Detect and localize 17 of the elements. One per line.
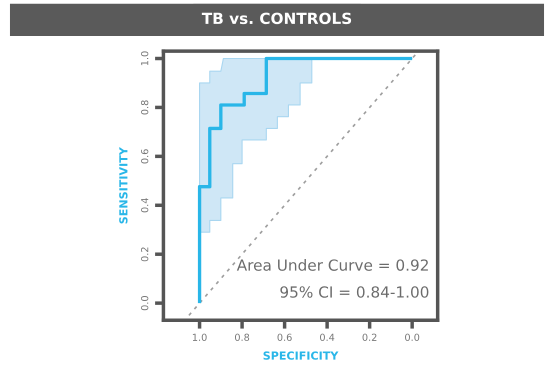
x-tick-label: 0.0 xyxy=(405,334,420,341)
x-tick-label: 0.2 xyxy=(362,334,376,341)
y-tick-label: 0.0 xyxy=(141,296,148,310)
y-axis-title: SENSITIVITY xyxy=(119,147,128,224)
x-axis-title: SPECIFICITY xyxy=(264,351,338,360)
annotation: Area Under Curve = 0.92 xyxy=(236,259,428,271)
y-tick-label: 0.4 xyxy=(141,198,148,212)
y-tick-label: 1.0 xyxy=(141,51,148,66)
x-tick-label: 0.6 xyxy=(278,334,292,341)
x-tick-label: 0.4 xyxy=(320,334,334,341)
annotation: 95% CI = 0.84-1.00 xyxy=(280,286,428,298)
x-tick-label: 0.8 xyxy=(234,334,250,341)
y-tick-label: 0.6 xyxy=(141,149,148,164)
y-tick-label: 0.2 xyxy=(141,247,148,262)
y-tick-label: 0.8 xyxy=(141,100,148,115)
x-tick-label: 1.0 xyxy=(192,334,207,341)
chart-title: TB vs. CONTROLS xyxy=(202,12,352,24)
